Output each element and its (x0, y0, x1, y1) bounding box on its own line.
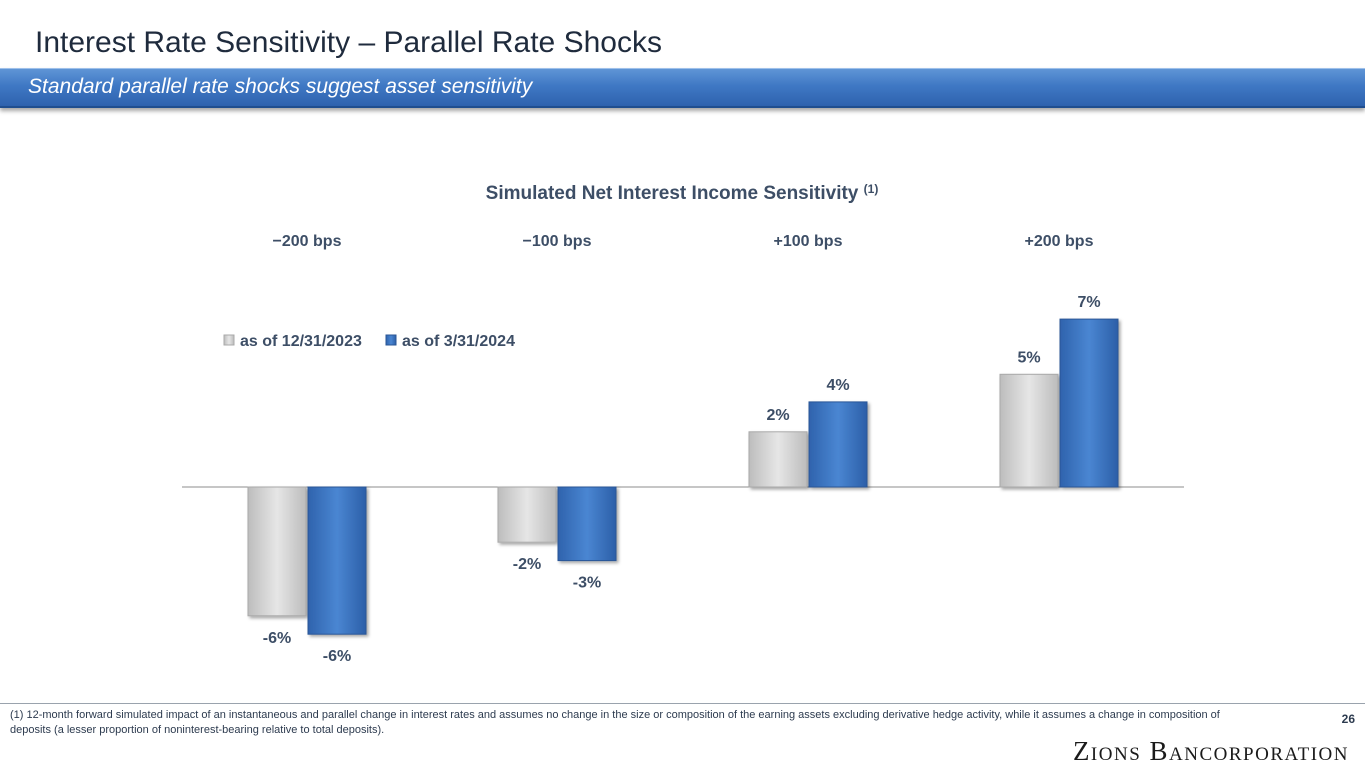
legend-label: as of 3/31/2024 (402, 333, 515, 350)
page-title: Interest Rate Sensitivity – Parallel Rat… (35, 26, 662, 59)
category-label: +100 bps (774, 233, 843, 250)
category-labels: −200 bps −100 bps +100 bps +200 bps (273, 233, 1094, 250)
category-label: +200 bps (1025, 233, 1094, 250)
bar-dec-2023 (497, 486, 557, 543)
bar-mar-2024 (1059, 318, 1119, 488)
nii-sensitivity-chart: Simulated Net Interest Income Sensitivit… (182, 182, 1184, 665)
bar-dec-2023 (247, 486, 307, 617)
bar-dec-2023 (999, 373, 1059, 488)
bar-group (247, 318, 1119, 635)
zions-logo: Zions Bancorporation (1072, 736, 1349, 766)
data-label: -3% (573, 575, 601, 592)
data-label: 2% (766, 407, 789, 424)
category-label: −100 bps (523, 233, 592, 250)
bar-dec-2023 (748, 431, 808, 488)
footnote: (1) 12-month forward simulated impact of… (10, 709, 1220, 736)
chart-legend: as of 12/31/2023 as of 3/31/2024 (223, 333, 515, 350)
data-label: 7% (1077, 294, 1100, 311)
data-label: -2% (513, 556, 541, 573)
legend-swatch (385, 334, 397, 346)
chart-title-text: Simulated Net Interest Income Sensitivit… (486, 183, 859, 204)
page-number: 26 (1341, 712, 1355, 726)
bar-mar-2024 (307, 486, 367, 635)
data-label: 4% (826, 377, 849, 394)
legend-swatch (223, 334, 235, 346)
data-label: 5% (1017, 349, 1040, 366)
subtitle-banner: Standard parallel rate shocks suggest as… (0, 68, 1365, 108)
subtitle-text: Standard parallel rate shocks suggest as… (28, 75, 533, 98)
value-labels: -6% -2% 2% 5% -6% -3% 4% 7% (263, 294, 1101, 665)
chart-title-footnote: (1) (864, 182, 879, 196)
data-label: -6% (263, 630, 291, 647)
footer-divider (0, 703, 1365, 704)
bar-mar-2024 (557, 486, 617, 562)
legend-label: as of 12/31/2023 (240, 333, 362, 350)
data-label: -6% (323, 648, 351, 665)
chart-title: Simulated Net Interest Income Sensitivit… (486, 182, 879, 204)
bar-mar-2024 (808, 401, 868, 488)
category-label: −200 bps (273, 233, 342, 250)
